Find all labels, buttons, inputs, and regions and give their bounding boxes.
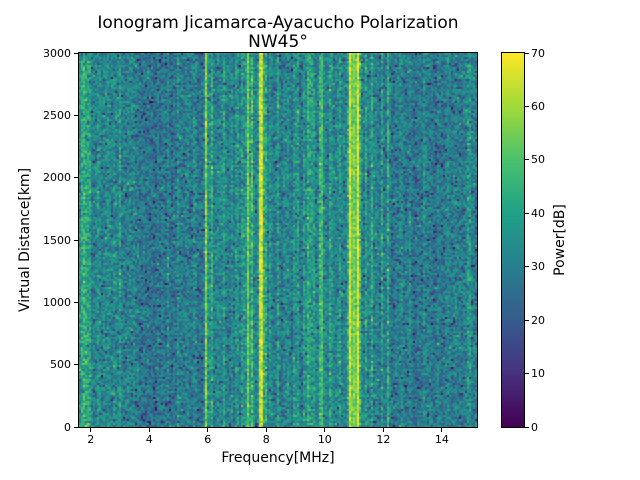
- y-tick-mark: [74, 364, 78, 366]
- colorbar-tick-label: 70: [531, 46, 545, 60]
- y-tick-label: 500: [50, 358, 71, 372]
- colorbar: [501, 52, 525, 428]
- ionogram-heatmap-canvas: [79, 53, 477, 427]
- y-tick-label: 3000: [43, 46, 71, 60]
- x-tick-mark: [90, 428, 92, 432]
- colorbar-label: Power[dB]: [552, 204, 568, 276]
- x-tick-label: 2: [87, 433, 95, 446]
- colorbar-tick-label: 0: [531, 420, 538, 434]
- y-tick-label: 1000: [43, 295, 71, 309]
- colorbar-tick-label: 20: [531, 313, 545, 327]
- x-tick-mark: [441, 428, 443, 432]
- x-tick-label: 10: [317, 433, 332, 446]
- x-tick-mark: [382, 428, 384, 432]
- colorbar-tick-mark: [525, 319, 529, 321]
- colorbar-tick-label: 60: [531, 99, 545, 113]
- y-axis-label: Virtual Distance[km]: [17, 167, 33, 313]
- x-tick-mark: [207, 428, 209, 432]
- x-tick-label: 6: [204, 433, 212, 446]
- y-tick-label: 1500: [43, 233, 71, 247]
- colorbar-canvas: [502, 53, 524, 427]
- y-tick-label: 0: [64, 420, 71, 434]
- x-tick-mark: [324, 428, 326, 432]
- colorbar-tick-label: 50: [531, 153, 545, 167]
- y-tick-mark: [74, 301, 78, 303]
- colorbar-tick-mark: [525, 159, 529, 161]
- chart-title: Ionogram Jicamarca-Ayacucho Polarization…: [97, 13, 459, 52]
- x-tick-label: 12: [376, 433, 391, 446]
- x-tick-mark: [265, 428, 267, 432]
- colorbar-tick-mark: [525, 266, 529, 268]
- y-tick-mark: [74, 177, 78, 179]
- plot-area: [78, 52, 478, 428]
- colorbar-tick-label: 30: [531, 260, 545, 274]
- y-tick-mark: [74, 52, 78, 54]
- colorbar-tick-mark: [525, 426, 529, 428]
- x-tick-label: 14: [434, 433, 449, 446]
- colorbar-tick-label: 10: [531, 367, 545, 381]
- x-tick-label: 8: [262, 433, 270, 446]
- x-axis-label: Frequency[MHz]: [221, 450, 335, 466]
- colorbar-tick-mark: [525, 373, 529, 375]
- y-tick-label: 2500: [43, 108, 71, 122]
- colorbar-tick-label: 40: [531, 206, 545, 220]
- x-tick-label: 4: [145, 433, 153, 446]
- y-tick-label: 2000: [43, 171, 71, 185]
- x-tick-mark: [148, 428, 150, 432]
- colorbar-tick-mark: [525, 105, 529, 107]
- y-tick-mark: [74, 239, 78, 241]
- colorbar-tick-mark: [525, 212, 529, 214]
- y-tick-mark: [74, 426, 78, 428]
- y-tick-mark: [74, 114, 78, 116]
- colorbar-tick-mark: [525, 52, 529, 54]
